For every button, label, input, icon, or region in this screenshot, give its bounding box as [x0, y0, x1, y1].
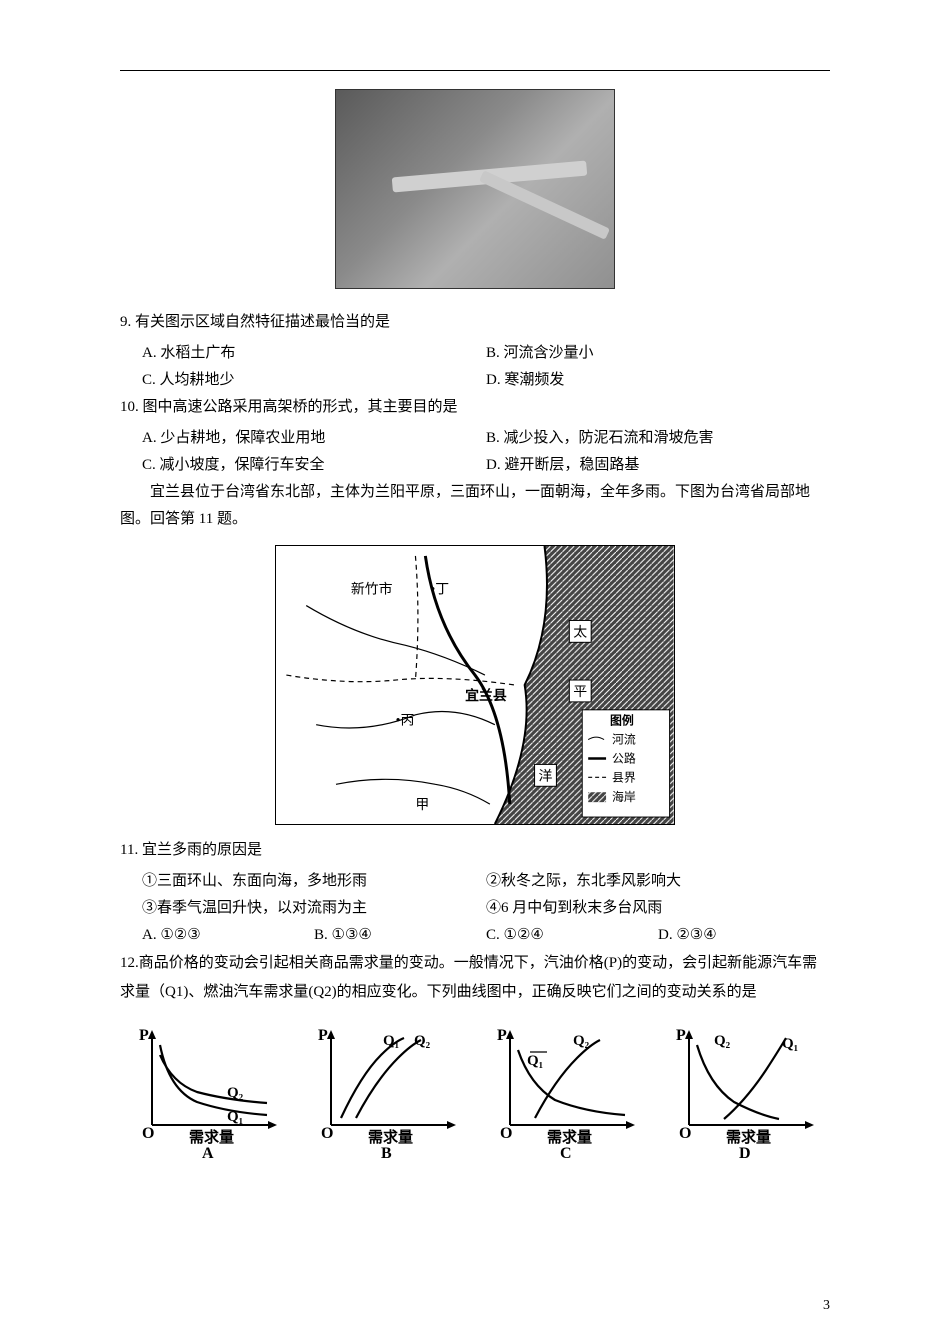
q11-choices: A. ①②③ B. ①③④ C. ①②④ D. ②③④: [120, 922, 830, 949]
chart-a: P O Q₂ Q₁ 需求量 A: [127, 1020, 287, 1160]
q10-opt-d: D. 避开断层，稳固路基: [486, 452, 830, 479]
q11-o3: ③春季气温回升快，以对流雨为主: [142, 895, 486, 922]
highway-image: [335, 89, 615, 289]
chart-b-ylabel: P: [318, 1027, 328, 1044]
q10-row2: C. 减小坡度，保障行车安全 D. 避开断层，稳固路基: [120, 452, 830, 479]
chart-c-q1: Q₁: [527, 1053, 543, 1069]
page-number: 3: [823, 1298, 830, 1314]
chart-b-q2: Q₂: [414, 1033, 431, 1049]
q9-stem: 9. 有关图示区域自然特征描述最恰当的是: [120, 309, 830, 336]
chart-a-q1: Q₁: [227, 1109, 243, 1125]
legend-coast: 海岸: [612, 790, 636, 804]
chart-c-xlabel: 需求量: [547, 1128, 592, 1146]
chart-a-ylabel: P: [139, 1027, 149, 1044]
taiwan-map: 新竹市 •丁 宜兰县 •丙 甲 太 平 洋 图例 河流 公路 县界 海岸: [275, 545, 675, 825]
q11-o4: ④6 月中旬到秋末多台风雨: [486, 895, 830, 922]
map-label-jia: 甲: [415, 798, 429, 813]
chart-b: P O Q₁ Q₂ 需求量 B: [306, 1020, 466, 1160]
q11-o1: ①三面环山、东面向海，多地形雨: [142, 868, 486, 895]
chart-d-label: D: [739, 1145, 751, 1160]
map-label-xinzhu: 新竹市: [351, 581, 393, 598]
q10-opt-b: B. 减少投入，防泥石流和滑坡危害: [486, 425, 830, 452]
map-container: 新竹市 •丁 宜兰县 •丙 甲 太 平 洋 图例 河流 公路 县界 海岸: [120, 545, 830, 825]
map-label-ping: 平: [573, 685, 587, 700]
chart-a-q2: Q₂: [227, 1085, 244, 1101]
q9-opt-d: D. 寒潮频发: [486, 367, 830, 394]
svg-text:O: O: [321, 1125, 333, 1142]
chart-b-label: B: [381, 1145, 392, 1160]
legend-title: 图例: [610, 714, 634, 728]
map-label-tai: 太: [573, 624, 587, 640]
q9-opt-b: B. 河流含沙量小: [486, 340, 830, 367]
intro-11: 宜兰县位于台湾省东北部，主体为兰阳平原，三面环山，一面朝海，全年多雨。下图为台湾…: [120, 479, 830, 533]
chart-d-ylabel: P: [676, 1027, 686, 1044]
q10-stem: 10. 图中高速公路采用高架桥的形式，其主要目的是: [120, 394, 830, 421]
q10-opt-c: C. 减小坡度，保障行车安全: [142, 452, 486, 479]
chart-c-label: C: [560, 1145, 572, 1160]
q11-c: C. ①②④: [486, 922, 658, 949]
q10-row1: A. 少占耕地，保障农业用地 B. 减少投入，防泥石流和滑坡危害: [120, 425, 830, 452]
chart-a-label: A: [202, 1145, 214, 1160]
legend-road: 公路: [612, 751, 636, 765]
chart-c-q2: Q₂: [573, 1033, 590, 1049]
map-label-ding: •丁: [430, 583, 449, 598]
q9-row1: A. 水稻土广布 B. 河流含沙量小: [120, 340, 830, 367]
q9-row2: C. 人均耕地少 D. 寒潮频发: [120, 367, 830, 394]
chart-b-xlabel: 需求量: [368, 1128, 413, 1146]
chart-d: P O Q₂ Q₁ 需求量 D: [664, 1020, 824, 1160]
chart-d-xlabel: 需求量: [726, 1128, 771, 1146]
map-label-yilan: 宜兰县: [465, 687, 507, 704]
chart-d-q2: Q₂: [714, 1033, 731, 1049]
q11-row2: ③春季气温回升快，以对流雨为主 ④6 月中旬到秋末多台风雨: [120, 895, 830, 922]
highway-image-container: [120, 89, 830, 289]
q11-o2: ②秋冬之际，东北季风影响大: [486, 868, 830, 895]
q11-stem: 11. 宜兰多雨的原因是: [120, 837, 830, 864]
q9-opt-c: C. 人均耕地少: [142, 367, 486, 394]
q9-opt-a: A. 水稻土广布: [142, 340, 486, 367]
top-rule: [120, 70, 830, 71]
chart-c: P O Q₁ Q₂ 需求量 C: [485, 1020, 645, 1160]
map-label-yang: 洋: [539, 768, 553, 784]
chart-d-q1: Q₁: [782, 1036, 798, 1052]
legend-river: 河流: [612, 733, 636, 747]
q11-d: D. ②③④: [658, 922, 830, 949]
q11-b: B. ①③④: [314, 922, 486, 949]
svg-text:O: O: [679, 1125, 691, 1142]
charts-row: P O Q₂ Q₁ 需求量 A P O Q₁ Q₂ 需求量 B P O Q₁ Q…: [120, 1020, 830, 1160]
chart-c-ylabel: P: [497, 1027, 507, 1044]
q11-row1: ①三面环山、东面向海，多地形雨 ②秋冬之际，东北季风影响大: [120, 868, 830, 895]
legend-border: 县界: [612, 770, 636, 784]
chart-a-xlabel: 需求量: [189, 1128, 234, 1146]
intro-11-text: 宜兰县位于台湾省东北部，主体为兰阳平原，三面环山，一面朝海，全年多雨。下图为台湾…: [120, 484, 810, 527]
q12-stem: 12.商品价格的变动会引起相关商品需求量的变动。一般情况下，汽油价格(P)的变动…: [120, 949, 830, 1006]
chart-b-q1: Q₁: [383, 1033, 399, 1049]
svg-text:O: O: [142, 1125, 154, 1142]
svg-text:O: O: [500, 1125, 512, 1142]
q10-opt-a: A. 少占耕地，保障农业用地: [142, 425, 486, 452]
q11-a: A. ①②③: [142, 922, 314, 949]
map-label-bing: •丙: [396, 714, 415, 729]
